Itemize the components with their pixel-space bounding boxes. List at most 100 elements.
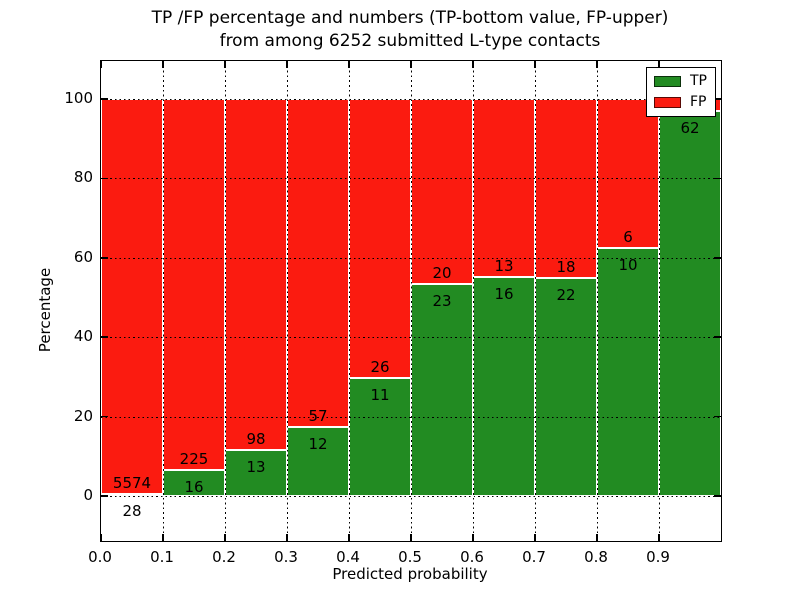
v-gridline [410, 61, 412, 541]
tp-legend-swatch [654, 76, 681, 87]
tp-bar-segment [535, 277, 597, 496]
fp-bar-segment [101, 99, 163, 495]
x-tick-mark [224, 534, 226, 541]
y-tick-mark [714, 336, 721, 338]
x-tick-mark [286, 61, 288, 68]
fp-bar-segment [349, 99, 411, 378]
x-tick-mark [658, 61, 660, 68]
x-axis-title: Predicted probability [332, 565, 488, 583]
tp-count-label: 23 [432, 291, 452, 310]
v-gridline [286, 61, 288, 541]
x-tick-label: 0.3 [274, 548, 298, 566]
x-tick-mark [596, 61, 598, 68]
fp-count-label: 98 [246, 429, 266, 448]
x-tick-label: 0.7 [522, 548, 546, 566]
x-tick-mark [472, 534, 474, 541]
fp-count-label: 26 [370, 357, 390, 376]
tp-count-label: 28 [122, 502, 142, 521]
chart-title-line1: TP /FP percentage and numbers (TP-bottom… [151, 8, 669, 28]
y-tick-label: 20 [73, 406, 93, 425]
tp-count-label: 12 [308, 434, 328, 453]
v-gridline [658, 61, 660, 541]
y-tick-mark [714, 415, 721, 418]
tp-count-label: 22 [556, 285, 576, 304]
v-gridline [348, 61, 350, 541]
legend: TP FP [646, 67, 716, 117]
x-tick-mark [162, 61, 164, 68]
y-tick-mark [714, 177, 721, 180]
fp-count-label: 20 [432, 263, 452, 282]
y-tick-mark [714, 98, 721, 100]
fp-bar-segment [163, 99, 225, 470]
tp-count-label: 10 [618, 255, 638, 274]
x-tick-mark [348, 534, 350, 541]
x-tick-mark [534, 61, 536, 68]
x-tick-label: 0.5 [398, 548, 422, 566]
y-tick-mark [101, 177, 108, 180]
y-tick-mark [101, 415, 108, 418]
x-tick-label: 0.9 [646, 548, 670, 566]
x-tick-mark [472, 61, 474, 68]
x-tick-mark [534, 534, 536, 541]
v-gridline [224, 61, 226, 541]
fp-legend-label: FP [690, 94, 707, 110]
fp-bar-segment [473, 99, 535, 277]
y-tick-label: 80 [73, 168, 93, 187]
tp-count-label: 13 [246, 457, 266, 476]
fp-count-label: 225 [179, 449, 209, 468]
x-tick-label: 0.4 [336, 548, 360, 566]
tp-bar-segment [597, 247, 659, 496]
tp-count-label: 62 [680, 119, 700, 138]
x-tick-label: 0.6 [460, 548, 484, 566]
fp-count-label: 6 [623, 227, 633, 246]
y-tick-mark [101, 495, 108, 497]
y-tick-label: 100 [64, 89, 93, 107]
x-tick-mark [658, 534, 660, 541]
tp-legend-label: TP [690, 73, 707, 89]
fp-count-label: 57 [308, 406, 328, 425]
tp-bar-segment [659, 111, 721, 496]
y-tick-mark [101, 257, 108, 259]
x-tick-mark [410, 534, 412, 541]
plot-area: TP FP 5574 28 225 16 98 13 57 12 26 11 20 23 13 16 18 2… [100, 60, 722, 542]
x-tick-mark [596, 534, 598, 541]
x-tick-label: 0.1 [150, 548, 174, 566]
x-tick-mark [286, 534, 288, 541]
legend-item-fp: FP [654, 95, 707, 110]
fp-bar-segment [411, 99, 473, 284]
v-gridline [596, 61, 598, 541]
fp-count-label: 5574 [112, 474, 152, 493]
y-tick-label: 0 [83, 486, 93, 504]
x-tick-mark [348, 61, 350, 68]
legend-item-tp: TP [654, 74, 707, 89]
x-tick-label: 0.0 [88, 548, 112, 566]
y-tick-label: 60 [73, 247, 93, 266]
chart-title-line2: from among 6252 submitted L-type contact… [219, 31, 601, 51]
tp-count-label: 11 [370, 385, 390, 404]
tp-count-label: 16 [494, 284, 514, 303]
tp-bar-segment [411, 283, 473, 496]
v-gridline [472, 61, 474, 541]
y-tick-label: 40 [73, 327, 93, 346]
fp-bar-segment [535, 99, 597, 278]
y-tick-mark [101, 98, 108, 100]
fp-legend-swatch [654, 97, 681, 108]
chart-title: TP /FP percentage and numbers (TP-bottom… [100, 7, 720, 53]
tp-count-label: 16 [184, 477, 204, 496]
y-tick-mark [714, 495, 721, 497]
v-gridline [534, 61, 536, 541]
x-tick-label: 0.2 [212, 548, 236, 566]
y-tick-mark [714, 257, 721, 259]
x-tick-mark [100, 61, 102, 68]
x-tick-label: 0.8 [584, 548, 608, 566]
x-tick-mark [100, 534, 102, 541]
fp-count-label: 13 [494, 256, 514, 275]
tp-bar-segment [473, 276, 535, 496]
fp-count-label: 18 [556, 257, 576, 276]
v-gridline [162, 61, 164, 541]
fp-bar-segment [287, 99, 349, 427]
fp-bar-segment [225, 99, 287, 450]
x-tick-mark [162, 534, 164, 541]
x-tick-mark [224, 61, 226, 68]
